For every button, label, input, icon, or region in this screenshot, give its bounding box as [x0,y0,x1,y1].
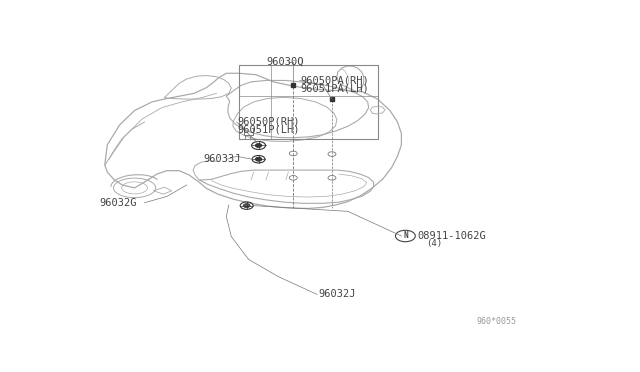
Circle shape [255,144,262,147]
Bar [239,65,378,139]
Text: (4): (4) [426,239,442,248]
Text: 960*0055: 960*0055 [477,317,517,326]
Text: 96032G: 96032G [100,198,138,208]
Text: 96050P(RH): 96050P(RH) [237,117,300,127]
Text: 96033J: 96033J [203,154,241,164]
Text: 08911-1062G: 08911-1062G [417,231,486,241]
Text: 96030Q: 96030Q [266,57,303,67]
Circle shape [243,203,250,208]
Text: 96051PA(LH): 96051PA(LH) [301,83,369,93]
Text: 96032J: 96032J [318,289,356,299]
Text: 96051P(LH): 96051P(LH) [237,125,300,135]
Bar [245,135,250,139]
Text: 96050PA(RH): 96050PA(RH) [301,76,369,86]
Circle shape [255,157,262,161]
Text: N: N [403,231,408,240]
